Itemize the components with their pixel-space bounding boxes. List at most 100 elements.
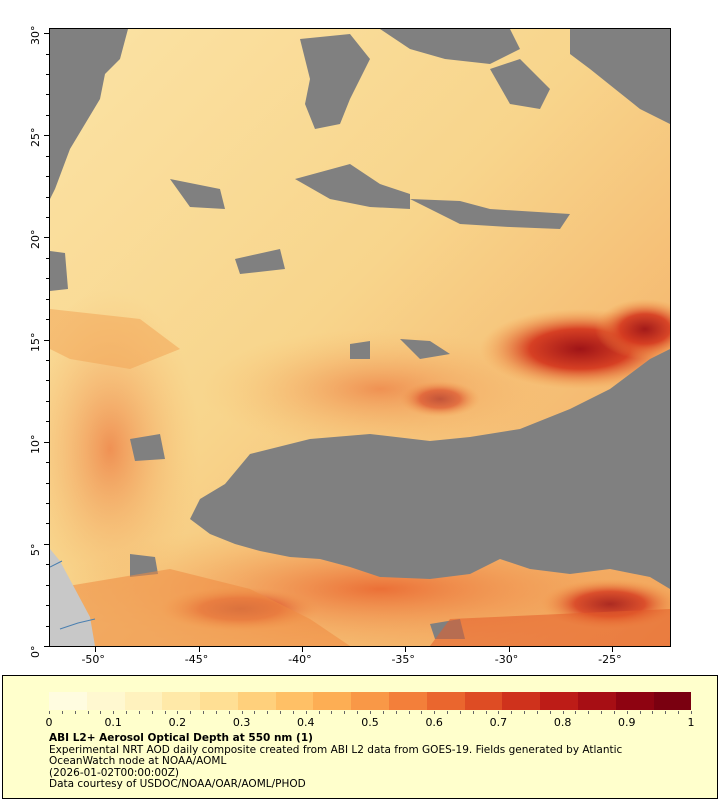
colorbar-swatch [489,692,503,710]
y-minor-tick [46,319,49,321]
colorbar-minor-tick [87,711,89,714]
x-tick-mark [302,647,304,652]
y-tick-mark [44,646,49,647]
colorbar-minor-tick [267,711,269,714]
y-minor-tick [46,502,49,504]
colorbar-minor-tick [318,711,320,714]
colorbar-swatch [527,692,541,710]
colorbar-swatch [187,692,201,710]
x-tick-label: -35° [391,653,415,666]
x-tick-mark [198,647,200,652]
colorbar-minor-tick [100,711,102,714]
colorbar-swatch [225,692,238,710]
colorbar-swatch [99,692,112,710]
colorbar-tick-label: 0.3 [232,716,251,729]
y-minor-tick [46,482,49,484]
colorbar-tick-label: 0 [45,716,53,729]
colorbar-swatch [250,692,264,710]
colorbar-minor-tick [357,711,359,714]
y-minor-tick [46,523,49,525]
caption: ABI L2+ Aerosol Optical Depth at 550 nm … [49,732,689,791]
colorbar-tick-label: 1 [687,716,695,729]
colorbar-minor-tick [447,711,449,714]
legend-panel: ABI L2+ Aerosol Optical Depth at 550 nm … [2,675,718,799]
x-tick-mark [95,647,97,652]
y-tick-label: 5° [29,543,42,556]
colorbar-minor-tick [601,711,603,714]
no-data-cloud-mask [50,29,670,639]
colorbar-tick-label: 0.2 [168,716,187,729]
colorbar-minor-tick [652,711,654,714]
colorbar-swatch [313,692,327,710]
y-tick-mark [44,543,49,545]
y-tick-label: 10° [29,434,42,454]
y-tick-label: 20° [29,229,42,250]
y-tick-mark [44,135,49,137]
colorbar-swatch [464,692,478,710]
colorbar-swatch [653,692,667,710]
y-minor-tick [46,216,49,218]
y-tick-mark [44,33,49,35]
y-minor-tick [46,176,49,178]
y-minor-tick [46,257,49,259]
colorbar-swatch [603,692,616,710]
colorbar-minor-tick [498,711,500,714]
colorbar-minor-tick [562,711,564,714]
colorbar-swatch [502,692,515,710]
colorbar-swatch [137,692,150,710]
colorbar-tick-label: 0.1 [104,716,122,729]
aod-band-west [50,289,200,609]
x-tick-label: -25° [598,653,622,666]
y-minor-tick [46,114,49,116]
colorbar-swatch [552,692,566,710]
colorbar-minor-tick [151,711,153,714]
colorbar-minor-tick [626,711,628,714]
colorbar-swatch [615,692,629,710]
colorbar-minor-tick [49,711,50,714]
colorbar-swatch [174,692,188,710]
colorbar-minor-tick [190,711,192,714]
y-minor-tick [46,53,49,55]
y-minor-tick [46,584,49,586]
caption-line2: (2026-01-02T00:00:00Z) [49,766,179,779]
aod-plume-east-2 [595,299,670,359]
coastline [50,560,96,630]
colorbar-swatch [678,692,692,710]
colorbar-swatch [666,692,679,710]
colorbar-minor-tick [74,711,76,714]
y-minor-tick [46,400,49,402]
colorbar-swatch [401,692,415,710]
colorbar-swatch [338,692,352,710]
colorbar-minor-tick [280,711,282,714]
map-frame[interactable] [49,28,671,647]
colorbar-swatch [540,692,553,710]
colorbar-swatch [577,692,591,710]
colorbar-minor-tick [126,711,128,714]
colorbar-swatch [363,692,377,710]
colorbar-minor-tick [331,711,333,714]
colorbar-minor-tick [113,711,115,714]
colorbar-minor-tick [639,711,641,714]
colorbar-minor-tick [472,711,474,714]
colorbar-swatch [124,692,138,710]
colorbar-minor-tick [370,711,371,714]
colorbar-tick-label: 0.6 [425,716,443,729]
colorbar-swatch [514,692,528,710]
y-tick-mark [44,441,49,443]
colorbar-swatch [590,692,604,710]
colorbar-minor-tick [459,711,461,714]
y-tick-label: 15° [29,332,42,352]
colorbar-swatch [162,692,175,710]
y-tick-label: 0° [29,645,42,659]
y-minor-tick [46,73,49,75]
colorbar-swatch [326,692,339,710]
x-tick-mark [405,647,407,652]
colorbar-tick-label: 0.4 [297,716,315,729]
colorbar-swatch [452,692,465,710]
colorbar-swatch [414,692,427,710]
y-minor-tick [46,298,49,300]
colorbar-swatch [111,692,125,710]
y-minor-tick [46,625,49,627]
colorbar-minor-tick [177,711,179,714]
colorbar-minor-tick [524,711,526,714]
